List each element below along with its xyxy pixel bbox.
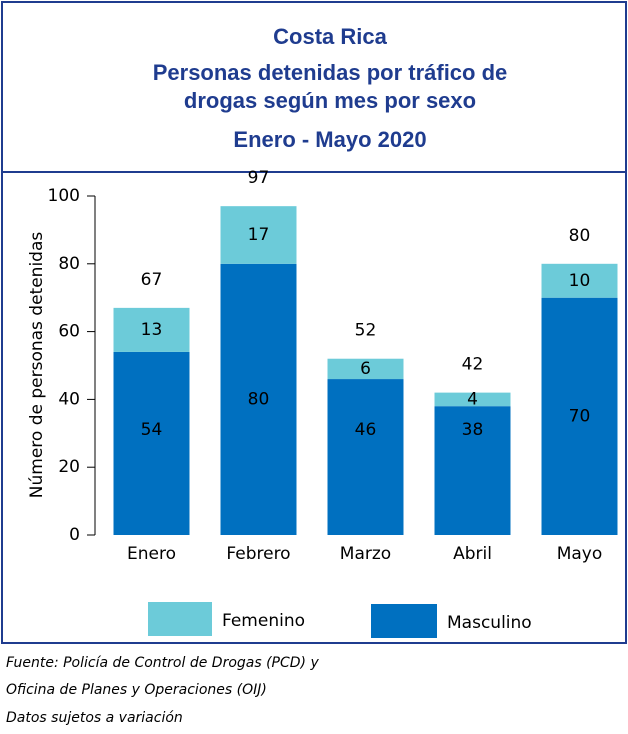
bar-segment <box>434 392 511 407</box>
data-label: 54 <box>141 420 163 440</box>
bar-segment <box>541 263 618 298</box>
bar-segment <box>327 379 404 535</box>
note: Oficina de Planes y Operaciones (OIJ) <box>6 682 267 698</box>
data-label: 6 <box>360 359 371 379</box>
chart-period: Enero - Mayo 2020 <box>233 127 426 152</box>
chart-subtitle: drogas según mes por sexo <box>184 88 476 113</box>
legend-swatch <box>371 604 437 638</box>
y-tick-label: 0 <box>69 525 80 545</box>
legend-swatch <box>148 602 212 636</box>
y-axis-label: Número de personas detenidas <box>27 232 47 499</box>
data-label: 70 <box>569 406 591 426</box>
x-tick-label: Enero <box>127 544 176 564</box>
bar-segment <box>541 297 618 535</box>
chart-title: Costa Rica <box>273 24 387 49</box>
legend-label: Masculino <box>447 613 532 633</box>
data-label: 10 <box>569 271 591 291</box>
bar-segment <box>220 206 297 264</box>
data-label: 38 <box>462 420 484 440</box>
bar-segment <box>434 406 511 535</box>
y-tick-label: 20 <box>58 457 80 477</box>
data-label: 46 <box>355 420 377 440</box>
note: Fuente: Policía de Control de Drogas (PC… <box>6 655 319 671</box>
data-label: 17 <box>248 225 270 245</box>
y-tick-label: 80 <box>58 254 80 274</box>
note: Datos sujetos a variación <box>6 710 183 726</box>
bar-segment <box>113 351 190 535</box>
total-label: 67 <box>141 270 163 290</box>
data-label: 4 <box>467 389 478 409</box>
total-label: 97 <box>248 168 270 188</box>
total-label: 42 <box>462 355 484 375</box>
bar-segment <box>113 307 190 352</box>
total-label: 80 <box>569 226 591 246</box>
frame <box>1 1 627 644</box>
legend-label: Femenino <box>222 611 305 631</box>
x-tick-label: Febrero <box>226 544 290 564</box>
chart-subtitle: Personas detenidas por tráfico de <box>153 60 508 85</box>
bar-segment <box>220 263 297 535</box>
data-label: 80 <box>248 389 270 409</box>
y-tick-label: 60 <box>58 322 80 342</box>
x-tick-label: Abril <box>453 544 492 564</box>
total-label: 52 <box>355 321 377 341</box>
x-tick-label: Mayo <box>557 544 603 564</box>
bar-segment <box>327 358 404 380</box>
y-tick-label: 100 <box>48 186 80 206</box>
x-tick-label: Marzo <box>340 544 391 564</box>
y-tick-label: 40 <box>58 389 80 409</box>
data-label: 13 <box>141 320 163 340</box>
